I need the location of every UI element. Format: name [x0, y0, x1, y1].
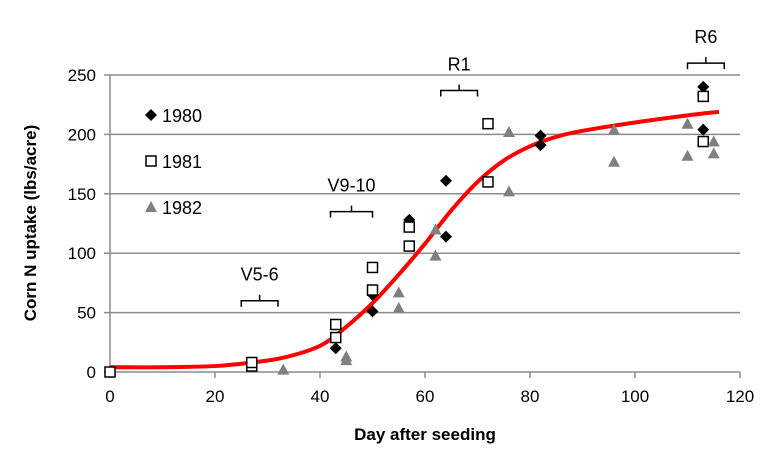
legend-label: 1980 [162, 106, 202, 126]
point-1982 [608, 155, 620, 167]
point-1981 [403, 240, 415, 252]
legend: 1980 1981 1982 [145, 106, 202, 218]
x-tick-labels: 0 20 40 60 80 100 120 [105, 387, 754, 406]
stage-bracket [686, 57, 725, 70]
stage-label: V5-6 [241, 265, 279, 285]
point-1981 [482, 117, 494, 130]
legend-label: 1982 [162, 198, 202, 218]
point-1981 [330, 318, 342, 331]
y-tick-label: 200 [68, 125, 96, 144]
point-1981 [330, 331, 342, 344]
x-tick-label: 0 [105, 387, 114, 406]
point-1980 [697, 123, 710, 136]
stage-bracket [329, 205, 374, 218]
point-1982 [503, 126, 515, 138]
point-1981 [697, 135, 709, 148]
legend-label: 1981 [162, 152, 202, 172]
point-1982 [392, 286, 405, 298]
legend-marker-1982 [145, 201, 157, 212]
point-1982 [681, 117, 694, 129]
y-tick-labels: 0 50 100 150 200 250 [68, 66, 96, 382]
legend-marker-1981 [145, 155, 157, 167]
growth-stage-annotations: V5-6 V9-10 R1 R6 [240, 27, 725, 307]
point-1981 [366, 284, 379, 296]
y-tick-label: 50 [77, 304, 96, 323]
x-tick-label: 100 [621, 387, 649, 406]
point-1982 [429, 223, 442, 235]
x-axis-title: Day after seeding [354, 425, 496, 444]
point-1982 [707, 147, 720, 159]
point-1980 [366, 305, 379, 318]
x-tick-label: 80 [521, 387, 540, 406]
axes [104, 74, 741, 378]
point-1981 [246, 356, 258, 369]
point-1981 [366, 261, 379, 274]
point-1982 [707, 135, 720, 147]
point-1982 [392, 301, 405, 313]
point-1981 [104, 366, 116, 378]
point-1980 [329, 342, 342, 355]
point-1981 [403, 221, 415, 233]
stage-bracket [240, 294, 279, 307]
x-tick-label: 120 [726, 387, 754, 406]
point-1982 [503, 185, 515, 197]
y-tick-label: 0 [87, 363, 96, 382]
y-tick-label: 100 [68, 244, 96, 263]
point-1980 [440, 230, 452, 243]
gridlines [110, 74, 740, 314]
point-1981 [697, 90, 709, 103]
point-1980 [534, 129, 547, 142]
point-1982 [681, 149, 694, 161]
fit-curve [109, 109, 720, 370]
point-1982 [429, 249, 442, 261]
y-axis-title: Corn N uptake (lbs/acre) [21, 125, 40, 322]
x-tick-label: 40 [311, 387, 330, 406]
point-1980 [697, 80, 710, 93]
x-tick-label: 60 [416, 387, 435, 406]
point-1982 [340, 354, 353, 366]
point-1980 [534, 139, 547, 152]
stage-label: R6 [694, 27, 717, 47]
point-1981 [482, 176, 494, 188]
x-tick-label: 20 [206, 387, 225, 406]
y-tick-label: 150 [68, 185, 96, 204]
point-1980 [440, 174, 452, 187]
stage-bracket [440, 84, 479, 97]
legend-marker-1980 [145, 109, 157, 121]
stage-label: R1 [448, 54, 471, 74]
y-tick-label: 250 [68, 66, 96, 85]
data-points [104, 80, 720, 378]
stage-label: V9-10 [327, 176, 375, 196]
point-1982 [608, 123, 620, 135]
point-1982 [277, 363, 290, 375]
